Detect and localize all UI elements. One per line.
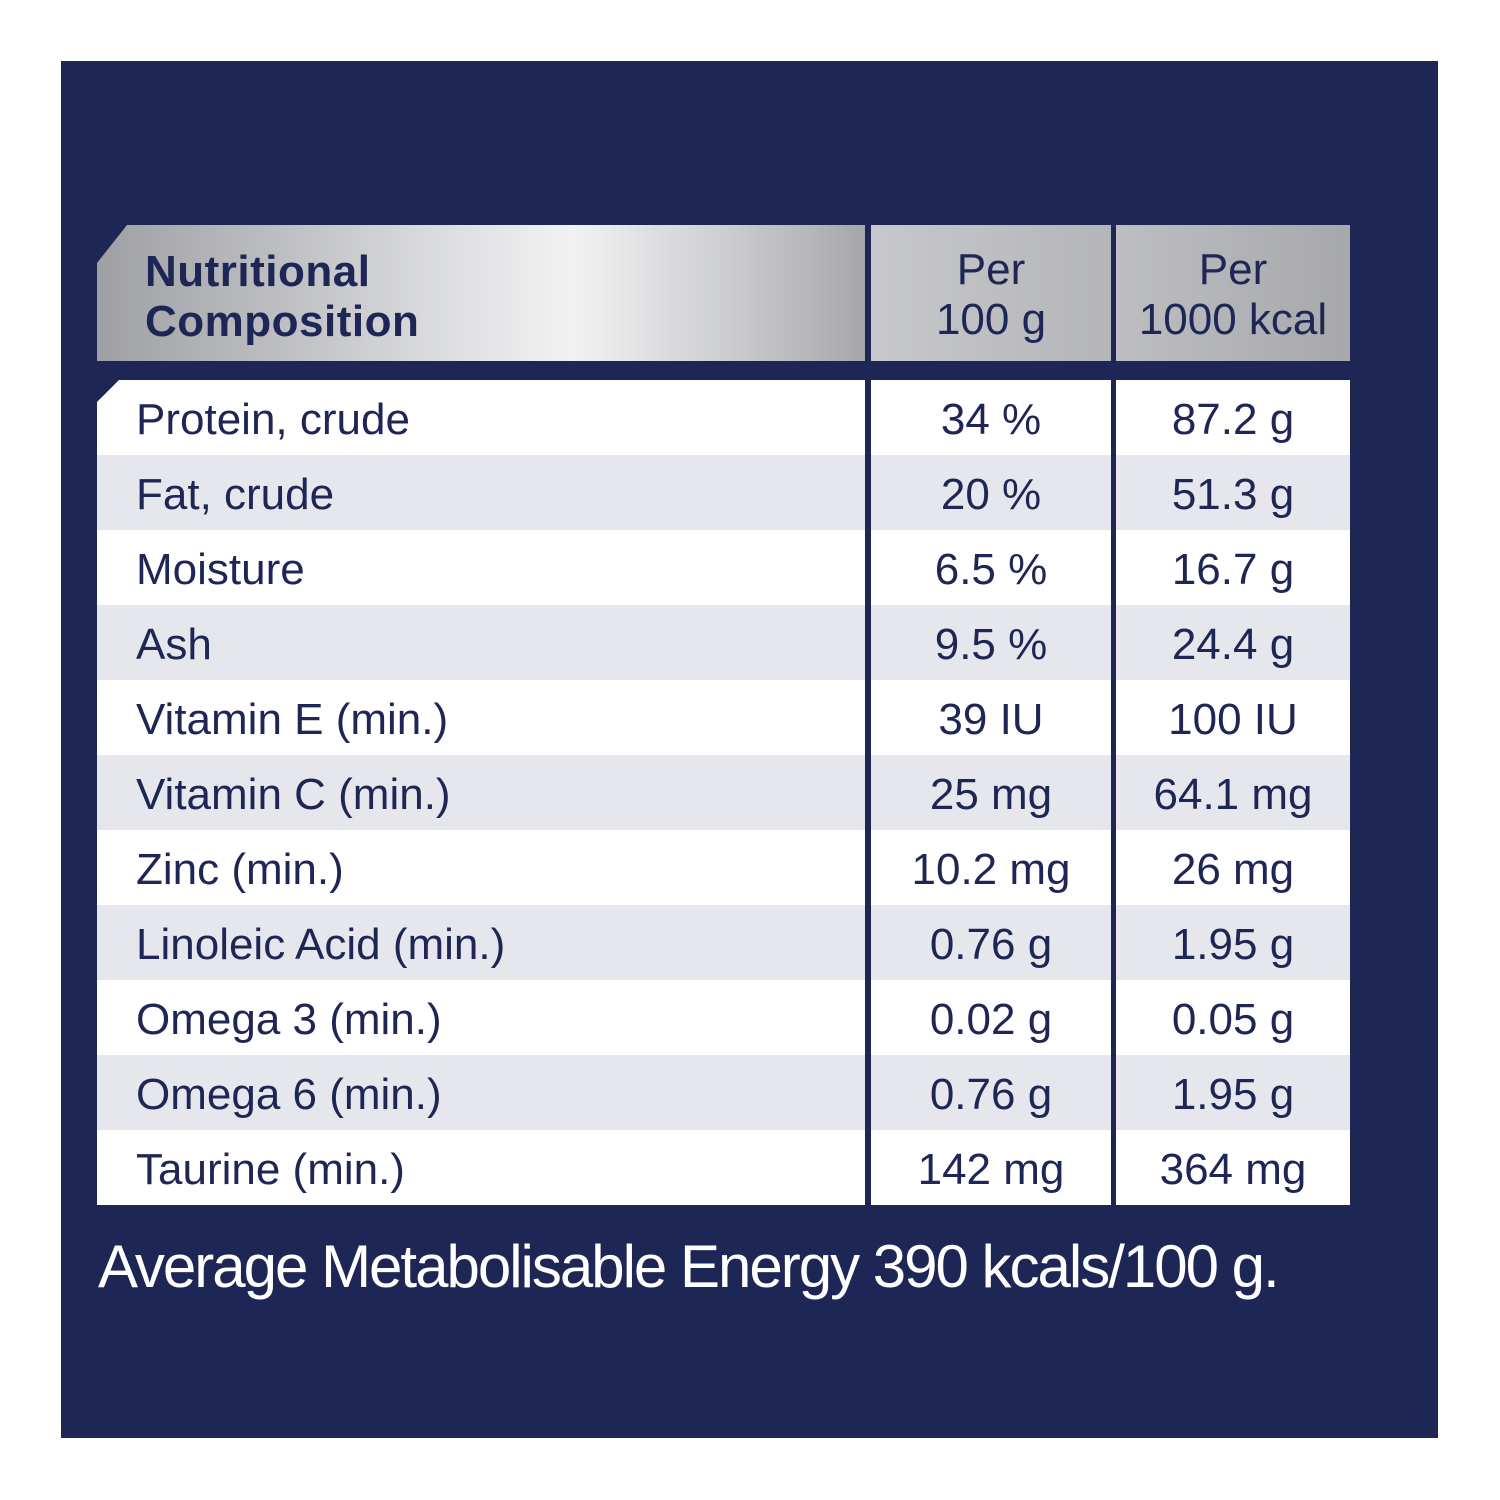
value-per-100g: 39 IU [871, 680, 1111, 755]
table-row: Fat, crude 20 % 51.3 g [97, 455, 1350, 530]
header-title-line2: Composition [145, 297, 420, 346]
nutrient-name: Zinc (min.) [97, 830, 865, 905]
table-row: Linoleic Acid (min.) 0.76 g 1.95 g [97, 905, 1350, 980]
nutrient-name: Protein, crude [97, 380, 865, 455]
header-title: Nutritional Composition [145, 247, 419, 347]
value-per-100g: 34 % [871, 380, 1111, 455]
table-row: Vitamin E (min.) 39 IU 100 IU [97, 680, 1350, 755]
nutrient-name: Vitamin C (min.) [97, 755, 865, 830]
header-per-100g: Per 100 g [871, 225, 1111, 361]
nutrient-name: Vitamin E (min.) [97, 680, 865, 755]
value-per-1000kcal: 51.3 g [1116, 455, 1350, 530]
value-per-1000kcal: 26 mg [1116, 830, 1350, 905]
value-per-100g: 0.76 g [871, 1055, 1111, 1130]
nutrient-name: Omega 6 (min.) [97, 1055, 865, 1130]
value-per-100g: 9.5 % [871, 605, 1111, 680]
value-per-100g: 142 mg [871, 1130, 1111, 1205]
value-per-100g: 25 mg [871, 755, 1111, 830]
header-col3-line2: 1000 kcal [1138, 295, 1328, 344]
table-row: Moisture 6.5 % 16.7 g [97, 530, 1350, 605]
table-row: Omega 3 (min.) 0.02 g 0.05 g [97, 980, 1350, 1055]
value-per-1000kcal: 1.95 g [1116, 905, 1350, 980]
nutrient-name: Omega 3 (min.) [97, 980, 865, 1055]
value-per-1000kcal: 1.95 g [1116, 1055, 1350, 1130]
nutrient-name: Ash [97, 605, 865, 680]
header-title-line1: Nutritional [145, 247, 371, 296]
nutrition-table: Protein, crude 34 % 87.2 g Fat, crude 20… [97, 380, 1350, 1205]
value-per-1000kcal: 364 mg [1116, 1130, 1350, 1205]
nutrient-name: Fat, crude [97, 455, 865, 530]
value-per-1000kcal: 87.2 g [1116, 380, 1350, 455]
header-col2-line1: Per [956, 245, 1026, 294]
table-row: Omega 6 (min.) 0.76 g 1.95 g [97, 1055, 1350, 1130]
value-per-1000kcal: 64.1 mg [1116, 755, 1350, 830]
value-per-1000kcal: 0.05 g [1116, 980, 1350, 1055]
nutrient-name: Moisture [97, 530, 865, 605]
header-col3-line1: Per [1198, 245, 1268, 294]
table-row: Taurine (min.) 142 mg 364 mg [97, 1130, 1350, 1205]
value-per-1000kcal: 24.4 g [1116, 605, 1350, 680]
value-per-100g: 20 % [871, 455, 1111, 530]
value-per-1000kcal: 100 IU [1116, 680, 1350, 755]
header-nutritional-composition: Nutritional Composition [97, 225, 865, 361]
table-row: Vitamin C (min.) 25 mg 64.1 mg [97, 755, 1350, 830]
nutrient-name: Taurine (min.) [97, 1130, 865, 1205]
metabolisable-energy-note: Average Metabolisable Energy 390 kcals/1… [98, 1233, 1280, 1300]
value-per-100g: 10.2 mg [871, 830, 1111, 905]
table-row: Zinc (min.) 10.2 mg 26 mg [97, 830, 1350, 905]
value-per-1000kcal: 16.7 g [1116, 530, 1350, 605]
table-row: Ash 9.5 % 24.4 g [97, 605, 1350, 680]
table-row: Protein, crude 34 % 87.2 g [97, 380, 1350, 455]
value-per-100g: 6.5 % [871, 530, 1111, 605]
value-per-100g: 0.76 g [871, 905, 1111, 980]
header-per-1000kcal: Per 1000 kcal [1116, 225, 1350, 361]
header-col2-line2: 100 g [935, 295, 1047, 344]
nutrient-name: Linoleic Acid (min.) [97, 905, 865, 980]
value-per-100g: 0.02 g [871, 980, 1111, 1055]
